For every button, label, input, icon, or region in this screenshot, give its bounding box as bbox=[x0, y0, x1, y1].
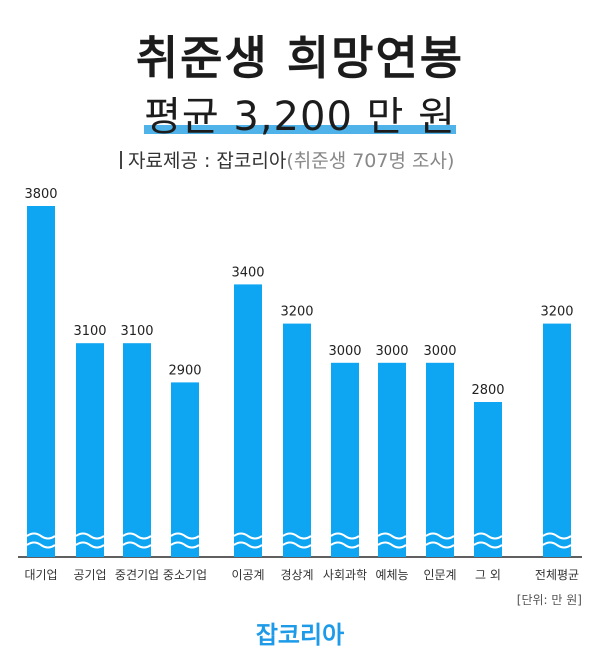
chart-title: 취준생 희망연봉 bbox=[135, 31, 465, 85]
data-label: 3100 bbox=[73, 324, 106, 339]
bar bbox=[171, 382, 199, 557]
bar bbox=[426, 362, 454, 557]
bar-group: 3200 전체평균 bbox=[535, 305, 579, 582]
data-label: 3200 bbox=[280, 305, 313, 320]
category-label: 사회과학 bbox=[323, 568, 367, 582]
axis-break-wave bbox=[473, 541, 503, 549]
axis-break-wave bbox=[233, 541, 263, 549]
axis-break-wave bbox=[75, 532, 105, 540]
category-label: 전체평균 bbox=[535, 568, 579, 582]
bar bbox=[474, 402, 502, 557]
axis-break-wave bbox=[473, 532, 503, 540]
category-label: 공기업 bbox=[73, 568, 106, 582]
source-line: 자료제공 : 잡코리아(취준생 707명 조사) bbox=[120, 146, 454, 173]
bar bbox=[234, 284, 262, 557]
bar-group: 2900 중소기업 bbox=[163, 363, 207, 582]
unit-label: [단위: 만 원] bbox=[516, 593, 582, 607]
category-label: 인문계 bbox=[423, 568, 456, 582]
bar-chart: 3800 대기업 3100 공기업 3100 중견기업 2900 중소기업 3400 이공계 320… bbox=[18, 187, 582, 582]
average-salary-text: 평균 3,200 만 원 bbox=[144, 94, 456, 140]
axis-break-wave bbox=[377, 541, 407, 549]
bar bbox=[378, 362, 406, 557]
data-label: 3000 bbox=[328, 344, 361, 359]
source-divider bbox=[120, 151, 122, 169]
axis-break-wave bbox=[26, 532, 56, 540]
bar-group: 3100 공기업 bbox=[73, 324, 106, 582]
subtitle-wrap: 평균 3,200 만 원 bbox=[0, 84, 600, 142]
axis-break-wave bbox=[122, 541, 152, 549]
bar-group: 3800 대기업 bbox=[24, 187, 57, 582]
axis-break-wave bbox=[122, 532, 152, 540]
axis-break-wave bbox=[425, 541, 455, 549]
bar bbox=[76, 343, 104, 557]
axis-break-wave bbox=[233, 532, 263, 540]
axis-break-wave bbox=[26, 541, 56, 549]
axis-break-wave bbox=[330, 541, 360, 549]
axis-break-wave bbox=[425, 532, 455, 540]
bar bbox=[123, 343, 151, 557]
bar bbox=[283, 323, 311, 557]
bar bbox=[27, 206, 55, 557]
axis-break-wave bbox=[377, 532, 407, 540]
category-label: 중견기업 bbox=[115, 568, 159, 582]
bar-group: 3200 경상계 bbox=[280, 305, 313, 582]
axis-break-wave bbox=[330, 532, 360, 540]
bar bbox=[331, 362, 359, 557]
category-label: 경상계 bbox=[280, 568, 313, 582]
bar-group: 3000 사회과학 bbox=[323, 344, 367, 582]
data-label: 2800 bbox=[471, 383, 504, 398]
average-salary-subtitle: 평균 3,200 만 원 bbox=[144, 84, 456, 142]
data-label: 3000 bbox=[423, 344, 456, 359]
category-label: 이공계 bbox=[231, 568, 264, 582]
category-label: 중소기업 bbox=[163, 568, 207, 582]
axis-break-wave bbox=[282, 532, 312, 540]
category-label: 예체능 bbox=[375, 568, 408, 582]
data-label: 2900 bbox=[168, 363, 201, 378]
bar-group: 3000 예체능 bbox=[375, 344, 408, 582]
data-label: 3000 bbox=[375, 344, 408, 359]
axis-break-wave bbox=[170, 541, 200, 549]
axis-break-wave bbox=[75, 541, 105, 549]
data-label: 3400 bbox=[231, 265, 264, 280]
brand-logo-text: 잡코리아 bbox=[255, 621, 345, 649]
bar-group: 3400 이공계 bbox=[231, 265, 264, 582]
bar bbox=[543, 323, 571, 557]
axis-break-wave bbox=[542, 532, 572, 540]
category-label: 대기업 bbox=[24, 568, 57, 582]
source-label: 자료제공 : 잡코리아 bbox=[128, 150, 287, 172]
data-label: 3100 bbox=[120, 324, 153, 339]
data-label: 3800 bbox=[24, 187, 57, 202]
axis-break-wave bbox=[542, 541, 572, 549]
source-note: (취준생 707명 조사) bbox=[286, 150, 455, 172]
axis-break-wave bbox=[170, 532, 200, 540]
category-label: 그 외 bbox=[475, 568, 501, 582]
bar-group: 3100 중견기업 bbox=[115, 324, 159, 582]
axis-break-wave bbox=[282, 541, 312, 549]
data-label: 3200 bbox=[540, 305, 573, 320]
bar-group: 3000 인문계 bbox=[423, 344, 456, 582]
bar-group: 2800 그 외 bbox=[471, 383, 504, 582]
